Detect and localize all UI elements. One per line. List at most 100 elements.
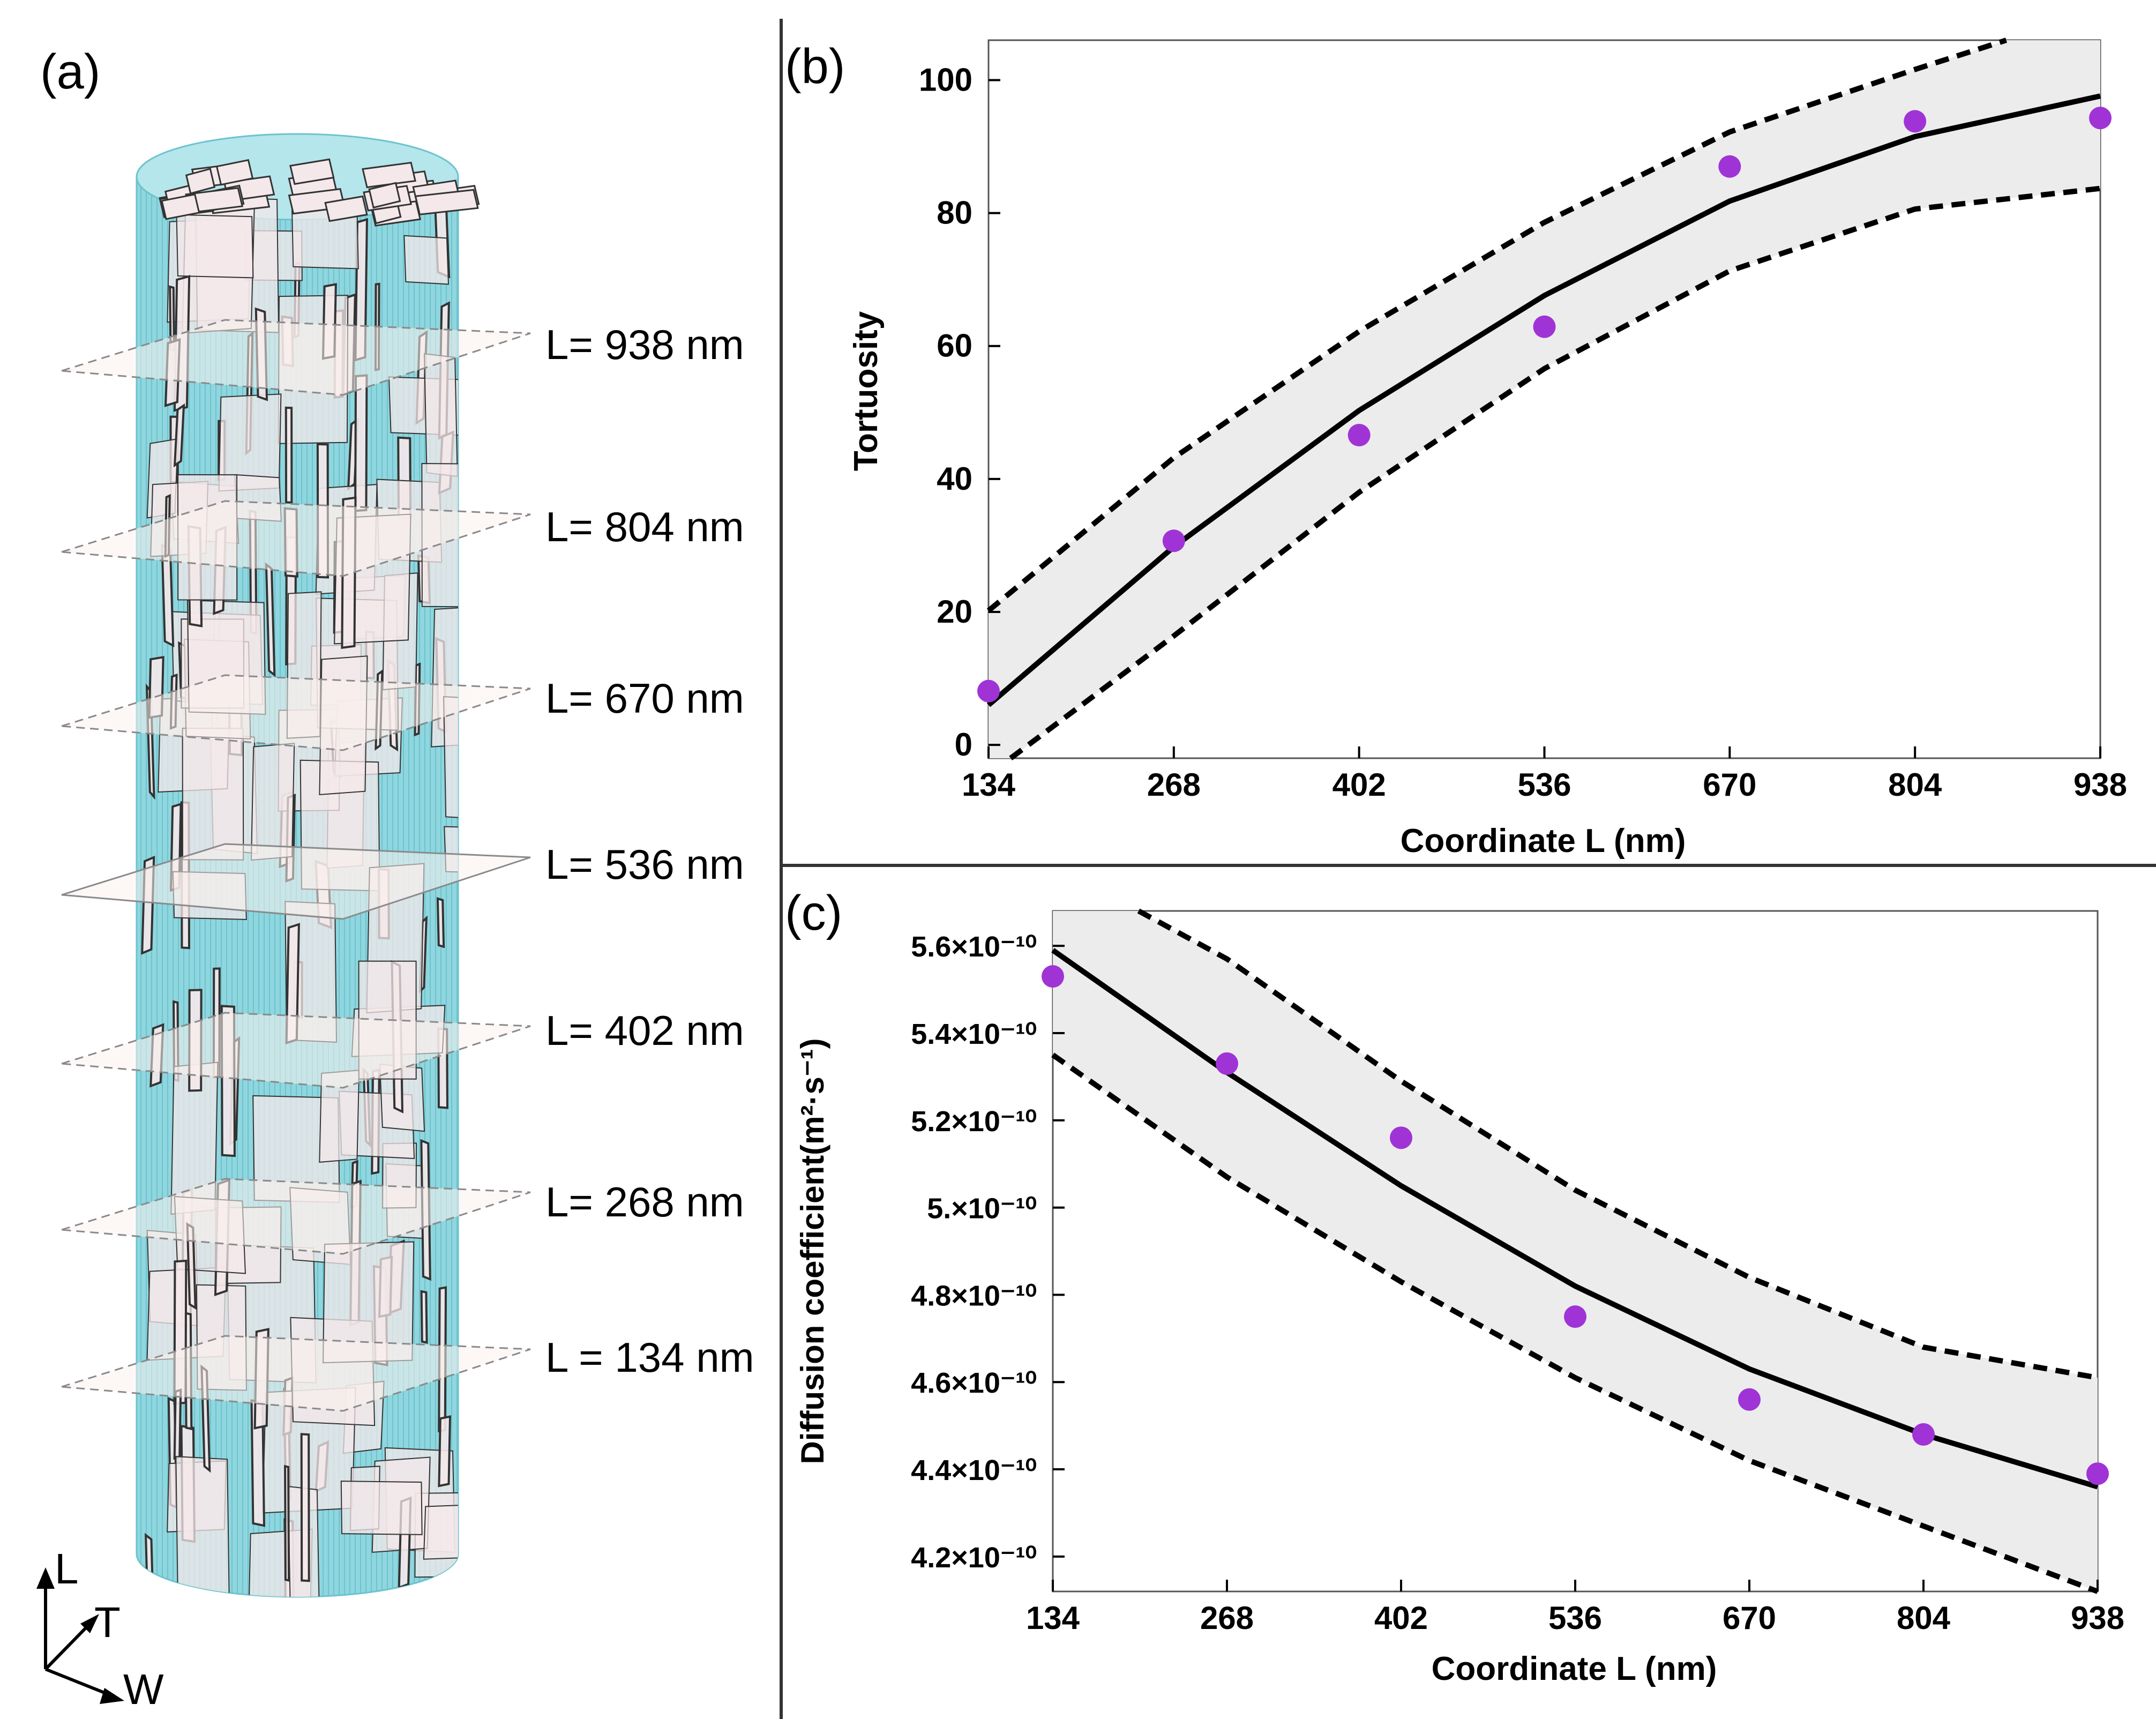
platelet xyxy=(443,696,458,821)
x-tick-label: 134 xyxy=(1026,1600,1080,1636)
top-platelet xyxy=(368,182,401,209)
slice-plane xyxy=(61,500,531,577)
x-tick-label: 804 xyxy=(1888,767,1942,803)
slice-plane xyxy=(61,319,531,396)
x-axis-label: Coordinate L (nm) xyxy=(1432,1650,1717,1687)
y-tick-label: 60 xyxy=(937,328,972,364)
data-points xyxy=(977,107,2112,702)
platelet xyxy=(250,743,295,861)
platelet xyxy=(423,1503,458,1560)
x-tick-label: 536 xyxy=(1548,1600,1602,1636)
x-tick-label: 402 xyxy=(1374,1600,1428,1636)
platelet xyxy=(176,214,254,279)
x-tick-label: 670 xyxy=(1703,767,1756,803)
platelet xyxy=(284,1464,290,1582)
upper-bound-line xyxy=(986,38,2008,613)
y-tick-label: 5.2×10⁻¹⁰ xyxy=(911,1105,1037,1138)
x-axis-label: Coordinate L (nm) xyxy=(1401,823,1686,860)
slice-label: L= 268 nm xyxy=(545,1178,744,1225)
y-tick-label: 5.4×10⁻¹⁰ xyxy=(911,1018,1037,1050)
panel-a-illustration: (a) L= 938 nm L= 804 nm L= 670 nm L= 536 nm… xyxy=(36,44,754,1713)
platelet xyxy=(354,374,368,512)
y-tick-label: 5.6×10⁻¹⁰ xyxy=(911,931,1037,963)
slice-plane xyxy=(61,674,531,751)
x-tick-label: 268 xyxy=(1200,1600,1254,1636)
x-tick-label: 938 xyxy=(2073,767,2127,803)
slice-label: L= 670 nm xyxy=(545,675,744,722)
data-point xyxy=(1564,1305,1586,1328)
lower-bound-line xyxy=(1009,185,2101,761)
platelet xyxy=(175,1456,230,1596)
slice-plane xyxy=(61,1178,531,1255)
lower-bound-line xyxy=(1051,1052,2099,1594)
data-point xyxy=(1348,424,1371,446)
x-tick-label: 268 xyxy=(1147,767,1201,803)
top-platelet xyxy=(161,193,200,220)
platelet xyxy=(182,728,244,861)
data-points xyxy=(1042,965,2109,1485)
slice-label: L= 536 nm xyxy=(545,841,744,888)
data-point xyxy=(1738,1388,1761,1411)
y-tick-label: 4.4×10⁻¹⁰ xyxy=(911,1454,1037,1486)
data-point xyxy=(1216,1052,1238,1075)
slice-label: L= 804 nm xyxy=(545,503,744,550)
x-ticks: 134 268 402 536 670 804 938 xyxy=(962,746,2127,803)
x-tick-label: 670 xyxy=(1723,1600,1776,1636)
top-platelet xyxy=(362,161,416,189)
slice-plane xyxy=(61,1012,531,1089)
y-tick-label: 0 xyxy=(955,727,972,763)
platelet xyxy=(173,403,185,468)
platelet xyxy=(300,1433,310,1582)
y-axis-label: Tortuosity xyxy=(848,311,885,471)
top-platelet-group xyxy=(159,158,480,227)
data-point xyxy=(1718,155,1741,178)
y-tick-label: 40 xyxy=(937,461,972,497)
top-platelet xyxy=(414,189,479,215)
platelet xyxy=(436,897,445,948)
slice-plane xyxy=(61,1335,531,1412)
slice-label: L= 938 nm xyxy=(545,321,744,368)
x-tick-label: 402 xyxy=(1332,767,1386,803)
panel-b-letter: (b) xyxy=(785,39,845,94)
platelet xyxy=(423,353,458,477)
data-point xyxy=(977,679,1000,702)
platelet xyxy=(285,406,293,504)
y-tick-label: 5.×10⁻¹⁰ xyxy=(927,1193,1037,1225)
data-point xyxy=(1912,1423,1935,1446)
panel-a-letter: (a) xyxy=(40,44,100,99)
x-tick-label: 804 xyxy=(1897,1600,1951,1636)
y-tick-label: 80 xyxy=(937,195,972,231)
y-tick-label: 4.8×10⁻¹⁰ xyxy=(911,1280,1037,1312)
data-point xyxy=(1390,1126,1412,1149)
platelet xyxy=(173,1388,182,1460)
axis-triad-t: T xyxy=(94,1598,121,1646)
y-ticks: 5.6×10⁻¹⁰ 5.4×10⁻¹⁰ 5.2×10⁻¹⁰ 5.×10⁻¹⁰ 4.8×1… xyxy=(911,931,1065,1574)
slice-planes: L= 938 nm L= 804 nm L= 670 nm L= 536 nm L= 4… xyxy=(61,319,754,1412)
slice-label: L = 134 nm xyxy=(545,1334,754,1381)
confidence-band xyxy=(989,40,2100,758)
tortuosity-chart: (b) 134 268 402 536 670 804 938 0 20 40 60 80 100 C… xyxy=(785,38,2127,860)
platelet xyxy=(438,1415,452,1488)
data-point xyxy=(1042,965,1064,988)
data-point xyxy=(2089,107,2112,130)
x-ticks: 134 268 402 536 670 804 938 xyxy=(1026,1580,2124,1636)
axis-triad: L T W xyxy=(36,1545,164,1713)
slice-plane xyxy=(61,843,531,920)
y-tick-label: 4.6×10⁻¹⁰ xyxy=(911,1367,1037,1399)
panel-c-letter: (c) xyxy=(785,886,842,940)
top-platelet xyxy=(185,168,216,195)
data-point xyxy=(1533,315,1556,338)
top-platelet xyxy=(324,195,368,222)
confidence-band xyxy=(1053,911,2098,1591)
x-tick-label: 134 xyxy=(962,767,1016,803)
platelet xyxy=(431,604,458,748)
axis-triad-w: W xyxy=(123,1665,164,1713)
platelet xyxy=(420,1290,428,1344)
axis-triad-l: L xyxy=(55,1545,79,1593)
data-point xyxy=(1162,529,1185,552)
slice-label: L= 402 nm xyxy=(545,1007,744,1054)
data-point xyxy=(2086,1462,2109,1485)
confidence-band-area xyxy=(1053,911,2098,1591)
platelet xyxy=(340,1481,423,1535)
